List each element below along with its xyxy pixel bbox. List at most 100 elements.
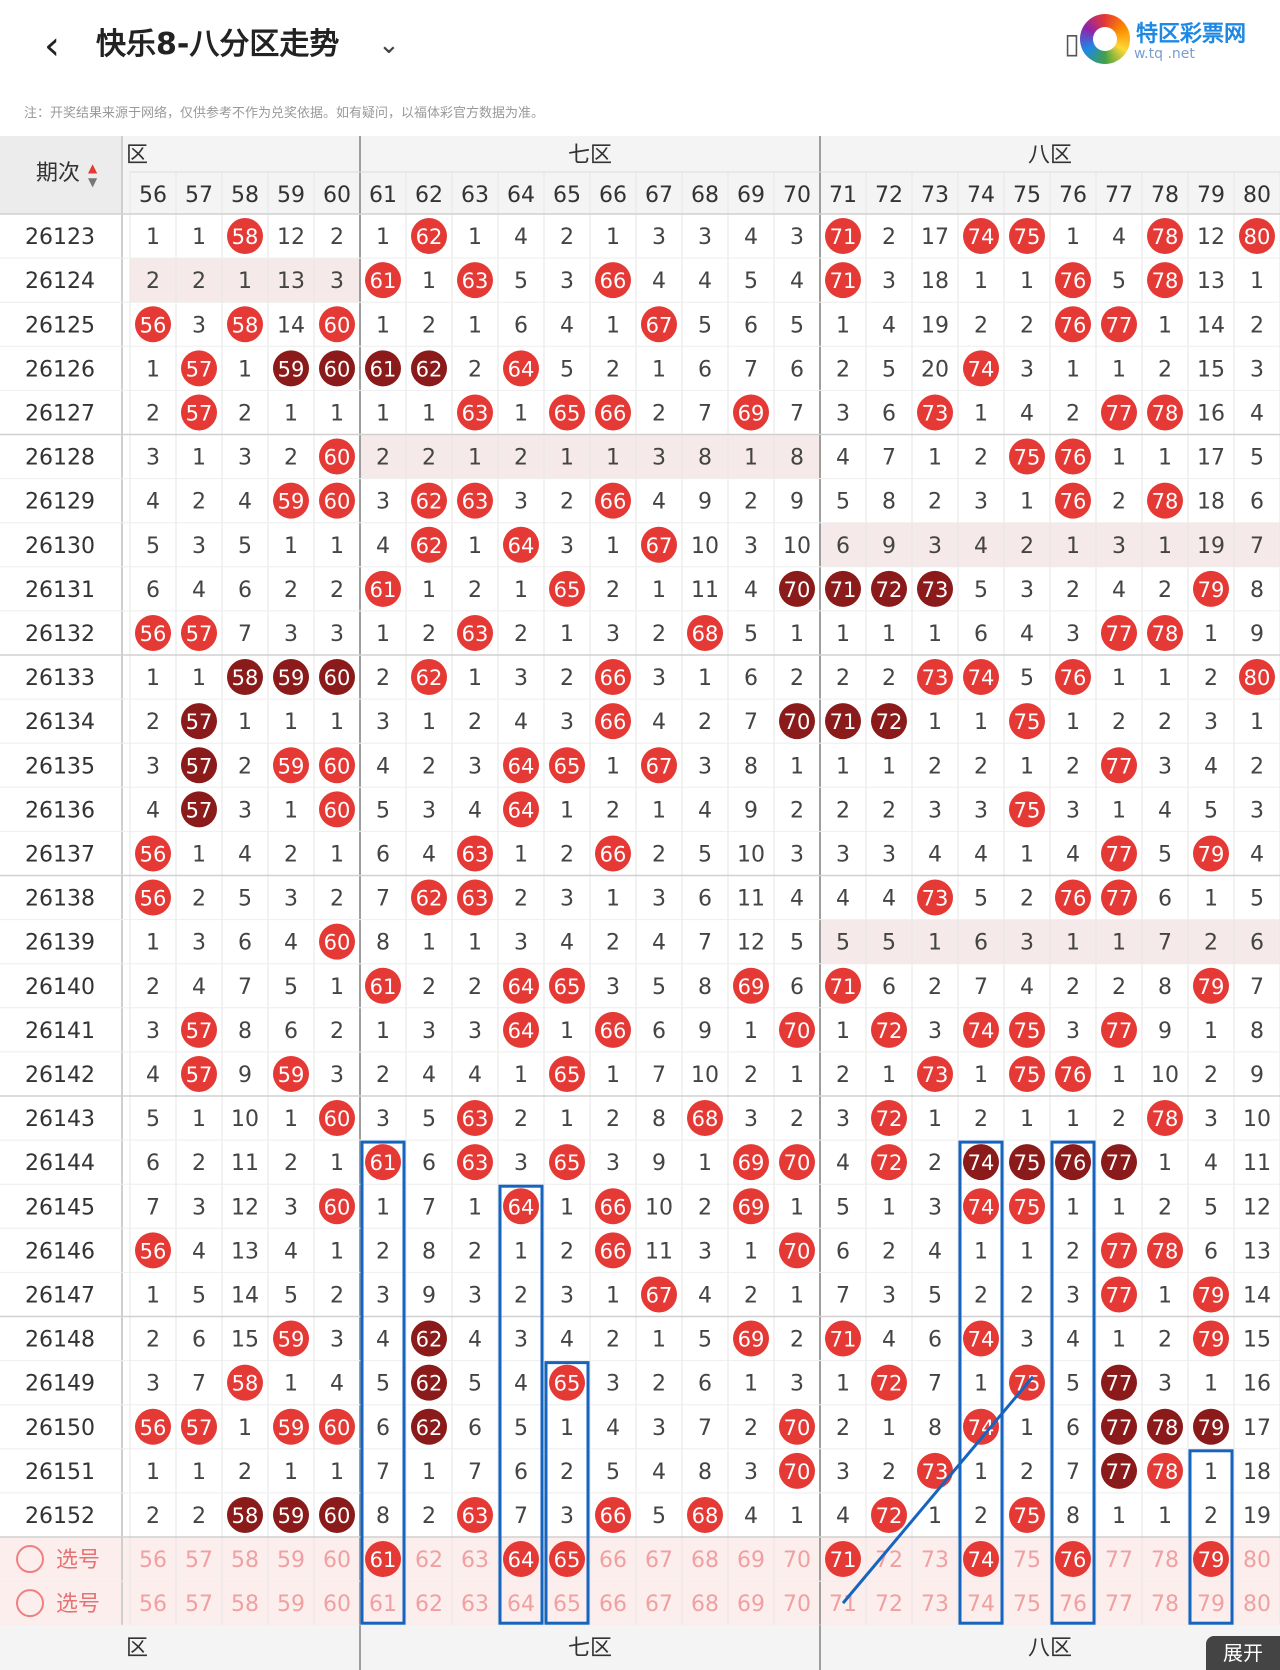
miss-count: 6 [1158,887,1172,912]
chevron-down-icon[interactable]: ⌄ [378,30,400,60]
select-number[interactable]: 61 [369,1592,397,1617]
miss-count: 4 [652,710,666,735]
miss-count: 7 [790,401,804,426]
selected-number-ball[interactable] [365,1541,401,1578]
select-number[interactable]: 66 [599,1548,627,1573]
miss-count: 4 [192,578,206,603]
miss-count: 3 [514,666,528,691]
miss-count: 3 [836,1460,850,1485]
miss-count: 7 [1066,1460,1080,1485]
select-number[interactable]: 62 [415,1548,443,1573]
select-number[interactable]: 79 [1197,1592,1225,1617]
drawn-number: 59 [278,1416,305,1440]
back-arrow-icon[interactable]: ‹ [44,23,60,69]
miss-count: 4 [1112,225,1126,250]
drawn-number: 57 [186,754,213,778]
select-number[interactable]: 68 [691,1548,719,1573]
select-number[interactable]: 70 [783,1548,811,1573]
period-cell: 26129 [25,490,95,515]
select-number[interactable]: 77 [1105,1548,1133,1573]
select-number[interactable]: 59 [277,1548,305,1573]
select-number[interactable]: 60 [323,1592,351,1617]
miss-count: 2 [790,1328,804,1353]
select-number[interactable]: 72 [875,1592,903,1617]
selected-number-ball[interactable] [1193,1541,1229,1578]
selected-number-ball[interactable] [549,1541,585,1578]
drawn-number: 58 [232,1372,259,1396]
select-number[interactable]: 71 [829,1592,857,1617]
select-number[interactable]: 56 [139,1548,167,1573]
select-number[interactable]: 58 [231,1592,259,1617]
select-number[interactable]: 74 [967,1592,995,1617]
select-number[interactable]: 80 [1243,1592,1271,1617]
select-number[interactable]: 63 [461,1548,489,1573]
select-number[interactable]: 73 [921,1592,949,1617]
miss-count: 1 [192,666,206,691]
select-number[interactable]: 59 [277,1592,305,1617]
miss-count: 1 [1204,1460,1218,1485]
select-number[interactable]: 78 [1151,1592,1179,1617]
miss-count: 4 [560,1328,574,1353]
select-number[interactable]: 78 [1151,1548,1179,1573]
annotation-box [958,1140,1004,1625]
select-number[interactable]: 64 [507,1592,535,1617]
miss-count: 13 [1243,1239,1271,1264]
drawn-number-ball [733,1144,769,1181]
select-number[interactable]: 63 [461,1592,489,1617]
select-number[interactable]: 66 [599,1592,627,1617]
layout-icon[interactable]: ▯ [1064,27,1080,60]
select-radio[interactable] [16,1545,44,1574]
miss-count: 1 [514,1063,528,1088]
select-radio[interactable] [16,1589,44,1618]
select-number[interactable]: 69 [737,1548,765,1573]
selected-number-ball[interactable] [1055,1541,1091,1578]
drawn-number-ball [227,306,263,343]
select-number[interactable]: 67 [645,1548,673,1573]
select-number[interactable]: 62 [415,1592,443,1617]
select-number[interactable]: 56 [139,1592,167,1617]
miss-count: 3 [836,401,850,426]
miss-count: 3 [1066,1019,1080,1044]
selected-number-ball[interactable] [503,1541,539,1578]
miss-count: 1 [330,710,344,735]
select-number[interactable]: 67 [645,1592,673,1617]
drawn-number-ball [319,1100,355,1137]
select-number[interactable]: 69 [737,1592,765,1617]
miss-count: 1 [1112,666,1126,691]
expand-button[interactable]: 展开 [1206,1636,1280,1670]
miss-count: 5 [146,1107,160,1132]
select-number[interactable]: 65 [553,1592,581,1617]
miss-count: 5 [422,1107,436,1132]
select-number[interactable]: 76 [1059,1592,1087,1617]
select-number[interactable]: 70 [783,1592,811,1617]
select-number[interactable]: 57 [185,1592,213,1617]
sort-up-icon: ▲ [88,161,98,175]
miss-count: 3 [974,490,988,515]
select-number[interactable]: 75 [1013,1548,1041,1573]
select-number[interactable]: 60 [323,1548,351,1573]
miss-count: 18 [1197,490,1225,515]
drawn-number: 66 [600,666,627,690]
miss-count: 2 [1066,401,1080,426]
miss-count: 1 [1020,1239,1034,1264]
page-title[interactable]: 快乐8-八分区走势 [96,27,340,62]
miss-count: 1 [1158,1504,1172,1529]
select-number[interactable]: 58 [231,1548,259,1573]
select-number[interactable]: 80 [1243,1548,1271,1573]
miss-count: 1 [238,269,252,294]
drawn-number: 73 [922,1460,949,1484]
drawn-number-ball [595,1011,631,1048]
selected-number-ball[interactable] [825,1541,861,1578]
select-number[interactable]: 75 [1013,1592,1041,1617]
drawn-number-ball [365,350,401,387]
drawn-number: 76 [1060,1063,1087,1087]
miss-count: 2 [422,754,436,779]
selected-number-ball[interactable] [963,1541,999,1578]
select-number[interactable]: 73 [921,1548,949,1573]
select-number[interactable]: 68 [691,1592,719,1617]
select-number[interactable]: 57 [185,1548,213,1573]
miss-count: 1 [1204,622,1218,647]
drawn-number-ball [733,1188,769,1225]
select-number[interactable]: 77 [1105,1592,1133,1617]
miss-count: 1 [1158,1151,1172,1176]
